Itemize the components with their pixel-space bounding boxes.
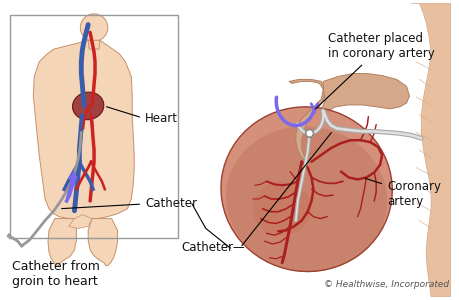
Polygon shape	[88, 219, 118, 266]
Text: Catheter from
groin to heart: Catheter from groin to heart	[12, 260, 100, 288]
Ellipse shape	[225, 126, 386, 272]
Text: Catheter placed
in coronary artery: Catheter placed in coronary artery	[315, 32, 434, 109]
Polygon shape	[68, 215, 92, 228]
Text: © Healthwise, Incorporated: © Healthwise, Incorporated	[323, 280, 448, 289]
Polygon shape	[288, 80, 325, 162]
Polygon shape	[48, 219, 76, 266]
Ellipse shape	[73, 92, 104, 120]
Text: Coronary
artery: Coronary artery	[364, 178, 440, 208]
Text: Catheter: Catheter	[62, 197, 196, 210]
Polygon shape	[33, 40, 134, 219]
Ellipse shape	[220, 107, 392, 272]
Polygon shape	[410, 3, 450, 297]
Text: Heart: Heart	[106, 107, 178, 125]
Polygon shape	[88, 40, 100, 49]
Bar	[10, 15, 178, 238]
Circle shape	[305, 129, 313, 137]
Polygon shape	[321, 74, 409, 116]
Text: Catheter—: Catheter—	[181, 242, 245, 254]
Circle shape	[80, 14, 107, 41]
Ellipse shape	[252, 182, 311, 236]
